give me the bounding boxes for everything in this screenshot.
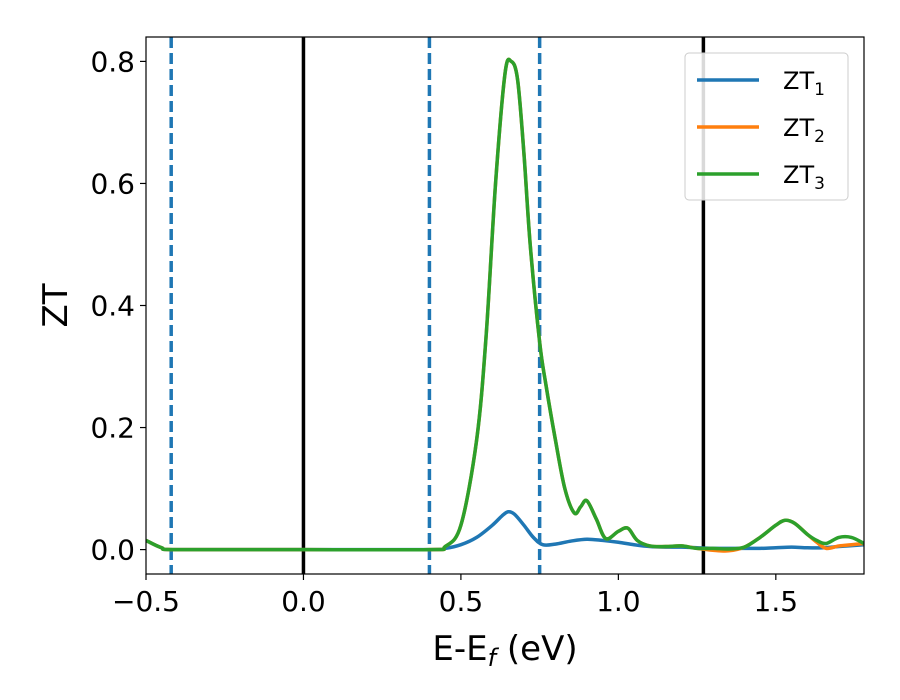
legend-label-3: ZT3 bbox=[783, 161, 825, 194]
y-tick-label: 0.4 bbox=[90, 290, 135, 323]
legend-label-subscript: 2 bbox=[814, 127, 825, 147]
y-tick-label: 0.8 bbox=[90, 45, 135, 78]
y-tick-label: 0.6 bbox=[90, 167, 135, 200]
y-axis-label: ZT bbox=[36, 283, 76, 327]
series-line-3 bbox=[146, 57, 864, 552]
legend-label-main: ZT bbox=[783, 114, 814, 142]
x-tick-label: −0.5 bbox=[112, 585, 180, 618]
series-lines bbox=[146, 57, 864, 553]
legend-label-subscript: 3 bbox=[814, 174, 825, 194]
y-tick-label: 0.0 bbox=[90, 534, 135, 567]
reference-lines bbox=[169, 37, 706, 574]
y-tick-label: 0.2 bbox=[90, 412, 135, 445]
x-tick-label: 0.5 bbox=[439, 585, 484, 618]
legend-box bbox=[684, 52, 849, 201]
x-axis-label-unit: (eV) bbox=[496, 629, 578, 669]
legend-label-2: ZT2 bbox=[783, 114, 825, 147]
legend-label-1: ZT1 bbox=[783, 67, 825, 100]
axis-ticks: −0.5 0.0 0.5 1.0 1.5 0.0 0.2 0.4 0.6 0.8 bbox=[90, 45, 798, 618]
legend-label-subscript: 1 bbox=[814, 80, 825, 100]
x-tick-label: 1.5 bbox=[754, 585, 799, 618]
x-tick-label: 1.0 bbox=[596, 585, 641, 618]
legend-label-main: ZT bbox=[783, 161, 814, 189]
x-axis-label: E-Ef (eV) bbox=[432, 629, 577, 672]
x-axis-label-main: E-E bbox=[432, 629, 487, 669]
legend-label-main: ZT bbox=[783, 67, 814, 95]
x-tick-label: 0.0 bbox=[281, 585, 326, 618]
series-line-1 bbox=[146, 509, 864, 552]
